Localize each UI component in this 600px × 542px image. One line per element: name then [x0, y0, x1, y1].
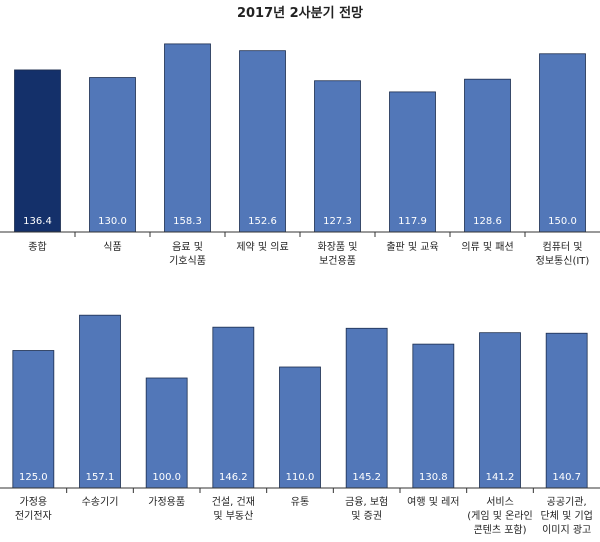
category-label: 제약 및 의료	[236, 241, 288, 253]
bar	[14, 69, 61, 233]
bar-value-label: 141.2	[486, 472, 515, 483]
bar-value-label: 152.6	[248, 216, 277, 227]
bar-value-label: 128.6	[473, 216, 502, 227]
category-label: 유통	[291, 496, 309, 508]
category-label: 및 부동산	[213, 510, 253, 522]
bar	[79, 314, 121, 489]
bar-value-label: 125.0	[19, 472, 48, 483]
bar	[545, 332, 588, 489]
bar-value-label: 157.1	[86, 472, 115, 483]
bar-value-label: 158.3	[173, 216, 202, 227]
bar	[212, 326, 255, 489]
bar-value-label: 150.0	[548, 216, 577, 227]
bar	[345, 327, 388, 489]
bar	[314, 80, 361, 233]
bar-value-label: 140.7	[552, 472, 581, 483]
category-label: 공공기관,	[547, 496, 587, 508]
bar	[239, 50, 286, 233]
category-label: 서비스	[486, 496, 514, 508]
category-label: 화장품 및	[318, 241, 358, 253]
category-label: 여행 및 레저	[407, 496, 459, 508]
category-label: 단체 및 기업	[540, 509, 592, 522]
bar	[279, 366, 321, 489]
bar	[464, 78, 511, 233]
category-label: 컴퓨터 및	[543, 241, 583, 253]
category-label: 건설, 건재	[212, 496, 255, 508]
bar	[164, 43, 211, 233]
category-label: 가정용품	[148, 496, 185, 508]
category-label: 수송기기	[82, 496, 119, 508]
category-label: 콘텐츠 포함)	[473, 524, 526, 536]
bar	[89, 77, 136, 233]
bar-value-label: 136.4	[23, 216, 52, 227]
category-label: 의류 및 패션	[461, 241, 513, 253]
bar	[145, 377, 188, 489]
category-label: 전기전자	[15, 510, 52, 522]
bar	[389, 91, 436, 233]
bar-value-label: 130.8	[419, 472, 448, 483]
category-label: 기호식품	[169, 255, 206, 267]
bar-value-label: 110.0	[286, 472, 315, 483]
category-label: 정보통신(IT)	[536, 255, 590, 267]
category-label: 보건용품	[319, 255, 356, 267]
bar-value-label: 130.0	[98, 216, 127, 227]
category-label: 금융, 보험	[345, 496, 388, 508]
chart-title: 2017년 2사분기 전망	[237, 5, 363, 21]
bar-value-label: 127.3	[323, 216, 352, 227]
bar-value-label: 100.0	[152, 472, 181, 483]
bar-value-label: 146.2	[219, 472, 248, 483]
category-label: 식품	[103, 241, 121, 253]
category-label: (게임 및 온라인	[467, 509, 532, 522]
bar	[539, 53, 586, 233]
category-label: 이미지 광고	[542, 524, 591, 536]
bar	[12, 350, 55, 489]
category-label: 출판 및 교육	[386, 241, 438, 253]
bar-value-label: 145.2	[352, 472, 381, 483]
category-label: 음료 및	[172, 241, 203, 253]
category-label: 및 증권	[351, 510, 382, 522]
bar-value-label: 117.9	[398, 216, 427, 227]
bar	[412, 343, 455, 489]
category-label: 종합	[28, 241, 46, 253]
bar	[479, 332, 521, 489]
category-label: 가정용	[20, 496, 48, 508]
